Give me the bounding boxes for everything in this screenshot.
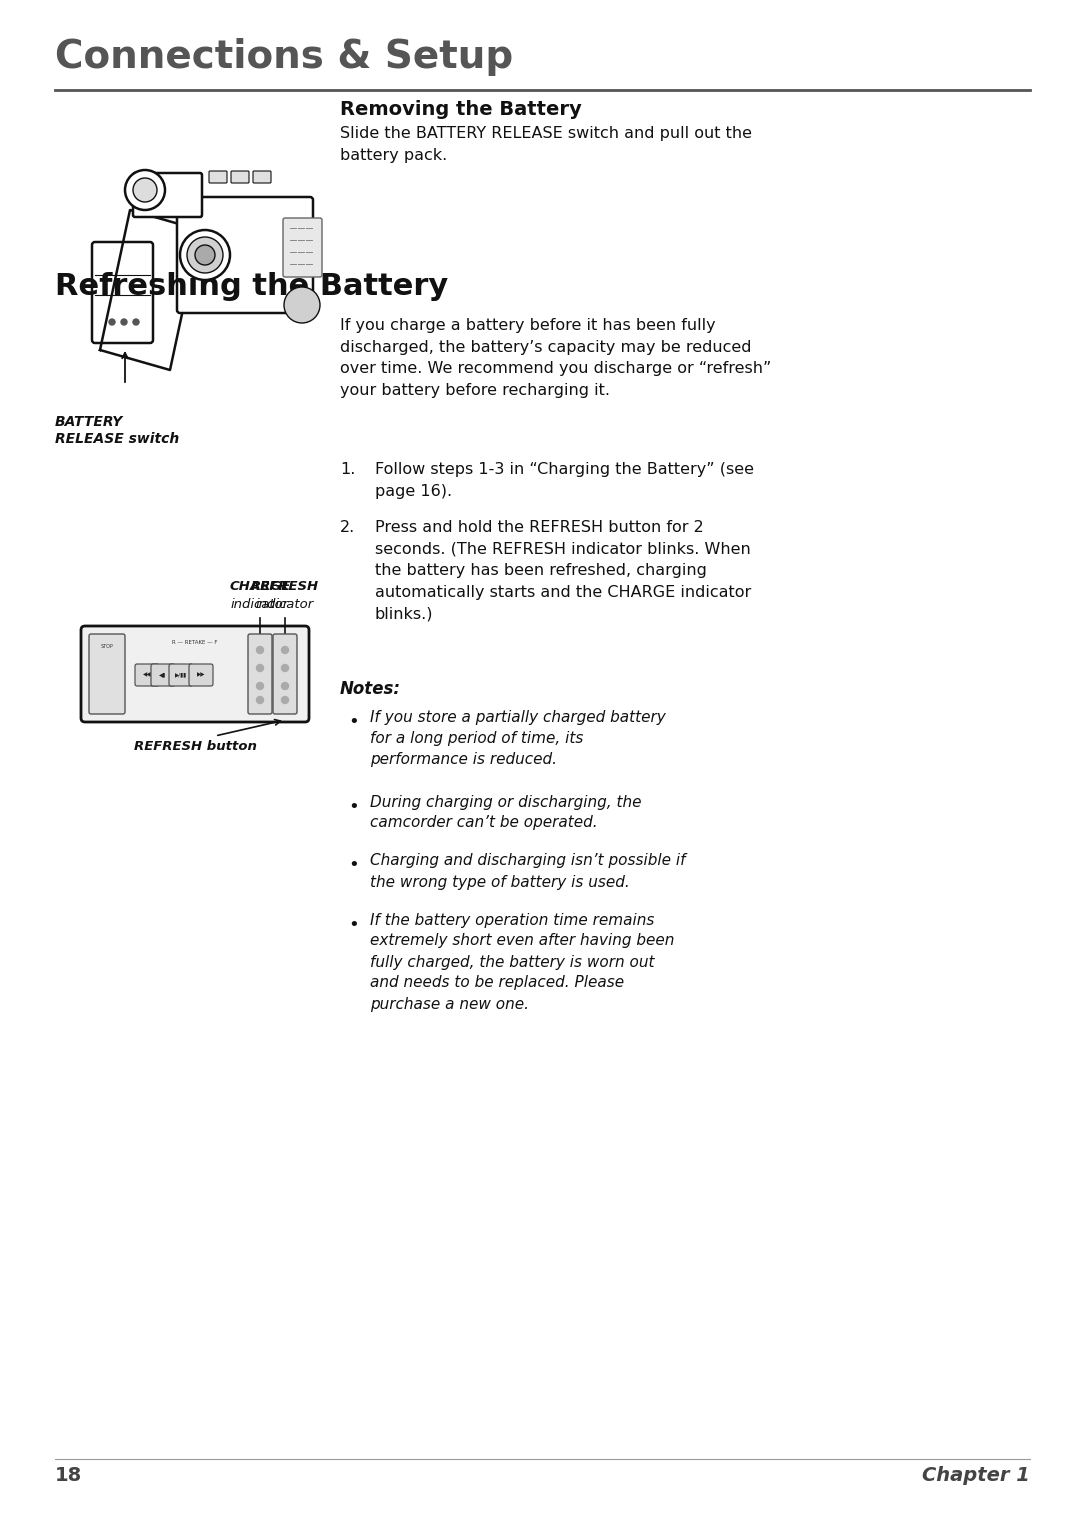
FancyBboxPatch shape xyxy=(133,173,202,217)
Text: •: • xyxy=(348,916,359,934)
Circle shape xyxy=(109,318,114,324)
Text: ◀▮: ◀▮ xyxy=(160,673,166,678)
Text: ▶▶: ▶▶ xyxy=(197,673,205,678)
Text: Press and hold the REFRESH button for 2
seconds. (The REFRESH indicator blinks. : Press and hold the REFRESH button for 2 … xyxy=(375,520,752,622)
Text: Follow steps 1-3 in “Charging the Battery” (see
page 16).: Follow steps 1-3 in “Charging the Batter… xyxy=(375,462,754,499)
Text: During charging or discharging, the
camcorder can’t be operated.: During charging or discharging, the camc… xyxy=(370,794,642,831)
Text: 2.: 2. xyxy=(340,520,355,535)
Text: •: • xyxy=(348,797,359,816)
FancyBboxPatch shape xyxy=(210,171,227,183)
Text: indicator: indicator xyxy=(231,597,289,611)
Circle shape xyxy=(282,682,288,690)
FancyBboxPatch shape xyxy=(283,218,322,277)
Circle shape xyxy=(133,318,139,324)
Text: Refreshing the Battery: Refreshing the Battery xyxy=(55,271,448,302)
Circle shape xyxy=(187,236,222,273)
Text: If you charge a battery before it has been fully
discharged, the battery’s capac: If you charge a battery before it has be… xyxy=(340,318,771,397)
FancyBboxPatch shape xyxy=(92,243,153,343)
Text: Connections & Setup: Connections & Setup xyxy=(55,38,513,76)
Circle shape xyxy=(121,318,127,324)
Circle shape xyxy=(133,177,157,202)
Text: •: • xyxy=(348,857,359,875)
FancyBboxPatch shape xyxy=(89,634,125,714)
Text: REFRESH button: REFRESH button xyxy=(134,740,256,753)
Text: REFRESH: REFRESH xyxy=(251,581,319,593)
Text: BATTERY: BATTERY xyxy=(55,415,123,429)
Circle shape xyxy=(257,646,264,653)
FancyBboxPatch shape xyxy=(231,171,249,183)
Circle shape xyxy=(257,696,264,703)
Text: ▶/▮▮: ▶/▮▮ xyxy=(175,673,187,678)
Text: STOP: STOP xyxy=(100,644,113,649)
FancyBboxPatch shape xyxy=(177,197,313,312)
FancyBboxPatch shape xyxy=(151,664,175,687)
Text: If you store a partially charged battery
for a long period of time, its
performa: If you store a partially charged battery… xyxy=(370,709,665,767)
Text: If the battery operation time remains
extremely short even after having been
ful: If the battery operation time remains ex… xyxy=(370,913,674,1011)
Circle shape xyxy=(282,696,288,703)
Circle shape xyxy=(282,646,288,653)
Circle shape xyxy=(195,246,215,265)
FancyBboxPatch shape xyxy=(248,634,272,714)
Text: Chapter 1: Chapter 1 xyxy=(922,1466,1030,1486)
Text: Removing the Battery: Removing the Battery xyxy=(340,100,582,118)
FancyBboxPatch shape xyxy=(189,664,213,687)
Circle shape xyxy=(125,170,165,211)
Text: 1.: 1. xyxy=(340,462,355,478)
Text: 18: 18 xyxy=(55,1466,82,1486)
Text: ◀◀: ◀◀ xyxy=(143,673,151,678)
Text: Notes:: Notes: xyxy=(340,681,401,697)
Circle shape xyxy=(257,682,264,690)
FancyBboxPatch shape xyxy=(253,171,271,183)
FancyBboxPatch shape xyxy=(135,664,159,687)
Circle shape xyxy=(180,230,230,280)
Text: CHARGE: CHARGE xyxy=(229,581,291,593)
FancyBboxPatch shape xyxy=(81,626,309,722)
Text: indicator: indicator xyxy=(256,597,314,611)
Text: •: • xyxy=(348,713,359,731)
Circle shape xyxy=(284,287,320,323)
Text: Charging and discharging isn’t possible if
the wrong type of battery is used.: Charging and discharging isn’t possible … xyxy=(370,854,686,890)
FancyBboxPatch shape xyxy=(168,664,193,687)
Circle shape xyxy=(282,664,288,672)
Text: R — RETAKE — F: R — RETAKE — F xyxy=(172,640,218,644)
Text: RELEASE switch: RELEASE switch xyxy=(55,432,179,446)
FancyBboxPatch shape xyxy=(273,634,297,714)
Text: Slide the BATTERY RELEASE switch and pull out the
battery pack.: Slide the BATTERY RELEASE switch and pul… xyxy=(340,126,752,162)
Circle shape xyxy=(257,664,264,672)
